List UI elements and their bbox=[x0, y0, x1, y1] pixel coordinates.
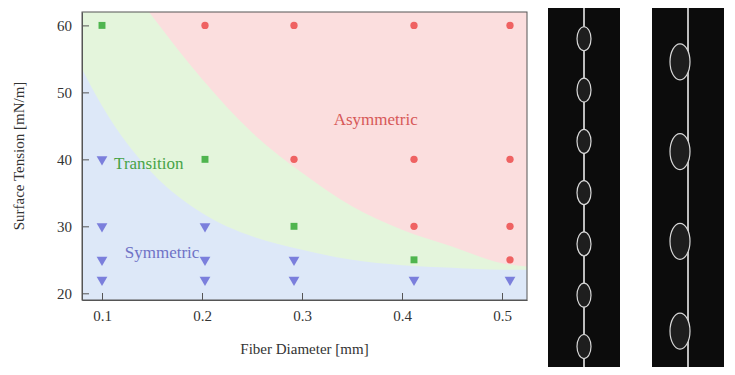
marker bbox=[200, 277, 211, 286]
tick: 0.4 bbox=[393, 293, 412, 324]
marker bbox=[506, 223, 513, 230]
tick-label: 0.5 bbox=[493, 308, 512, 324]
marker bbox=[506, 256, 513, 263]
symmetric-region bbox=[82, 69, 527, 300]
axis-line bbox=[83, 300, 528, 301]
marker bbox=[99, 22, 106, 29]
tick: 30 bbox=[57, 219, 89, 235]
marker bbox=[411, 256, 418, 263]
marker bbox=[290, 156, 297, 163]
droplet bbox=[577, 181, 591, 205]
marker bbox=[289, 257, 300, 266]
photo-background bbox=[548, 8, 620, 367]
region-label: Symmetric bbox=[125, 243, 200, 262]
marker bbox=[200, 257, 211, 266]
tick: 60 bbox=[57, 18, 89, 34]
tick: 20 bbox=[57, 286, 89, 302]
axis-line bbox=[82, 13, 83, 301]
tick-mark bbox=[82, 92, 89, 93]
tick: 40 bbox=[57, 152, 89, 168]
marker bbox=[291, 223, 298, 230]
droplet bbox=[670, 44, 690, 80]
tick-label: 30 bbox=[57, 219, 72, 235]
tick-label: 50 bbox=[57, 85, 72, 101]
tick-mark bbox=[302, 293, 303, 300]
tick-mark bbox=[502, 293, 503, 300]
x-axis: 0.1 0.2 0.3 0.4 0.5 bbox=[83, 293, 528, 324]
marker bbox=[97, 223, 108, 232]
tick: 0.3 bbox=[293, 293, 312, 324]
marker bbox=[410, 223, 417, 230]
tick-mark bbox=[82, 293, 89, 294]
region-label: Transition bbox=[114, 154, 184, 173]
asymmetric-region bbox=[149, 12, 527, 267]
tick-mark bbox=[202, 293, 203, 300]
droplet bbox=[577, 283, 591, 307]
marker bbox=[410, 156, 417, 163]
droplet bbox=[577, 78, 591, 102]
plot-frame bbox=[82, 12, 527, 300]
marker bbox=[97, 156, 108, 165]
marker bbox=[290, 22, 297, 29]
y-axis-title: Surface Tension [mN/m] bbox=[11, 82, 27, 231]
tick: 0.5 bbox=[493, 293, 512, 324]
tick-label: 20 bbox=[57, 286, 72, 302]
droplet bbox=[670, 313, 690, 349]
tick-mark bbox=[82, 25, 89, 26]
chart: 0.1 0.2 0.3 0.4 0.5 20 30 40 50 60 Fiber Diameter … bbox=[0, 0, 735, 375]
marker bbox=[202, 156, 209, 163]
tick: 0.2 bbox=[193, 293, 212, 324]
x-axis-title: Fiber Diameter [mm] bbox=[240, 341, 368, 357]
droplet bbox=[577, 129, 591, 153]
region-label: Asymmetric bbox=[334, 110, 418, 129]
marker bbox=[201, 22, 208, 29]
tick-mark bbox=[102, 293, 103, 300]
marker bbox=[97, 257, 108, 266]
droplet bbox=[577, 334, 591, 358]
marker bbox=[97, 277, 108, 286]
tick-label: 0.2 bbox=[193, 308, 212, 324]
tick-label: 0.1 bbox=[93, 308, 112, 324]
marker bbox=[409, 277, 420, 286]
marker bbox=[410, 22, 417, 29]
regions bbox=[82, 12, 527, 300]
tick: 50 bbox=[57, 85, 89, 101]
droplet bbox=[577, 232, 591, 256]
marker bbox=[506, 156, 513, 163]
tick-label: 0.4 bbox=[393, 308, 412, 324]
marker bbox=[505, 277, 516, 286]
transition-region bbox=[82, 12, 527, 300]
droplet bbox=[577, 27, 591, 51]
tick-label: 0.3 bbox=[293, 308, 312, 324]
photo-symmetric bbox=[548, 8, 620, 367]
tick-mark bbox=[402, 293, 403, 300]
marker bbox=[506, 22, 513, 29]
markers bbox=[97, 22, 516, 286]
photo-asymmetric bbox=[652, 8, 724, 367]
y-axis: 20 30 40 50 60 bbox=[57, 13, 89, 302]
droplet bbox=[670, 134, 690, 170]
droplet bbox=[670, 223, 690, 259]
marker bbox=[289, 277, 300, 286]
tick-mark bbox=[82, 226, 89, 227]
photo-background bbox=[652, 8, 724, 367]
tick-label: 60 bbox=[57, 18, 72, 34]
tick-label: 40 bbox=[57, 152, 72, 168]
marker bbox=[200, 223, 211, 232]
tick-mark bbox=[82, 159, 89, 160]
tick: 0.1 bbox=[93, 293, 112, 324]
